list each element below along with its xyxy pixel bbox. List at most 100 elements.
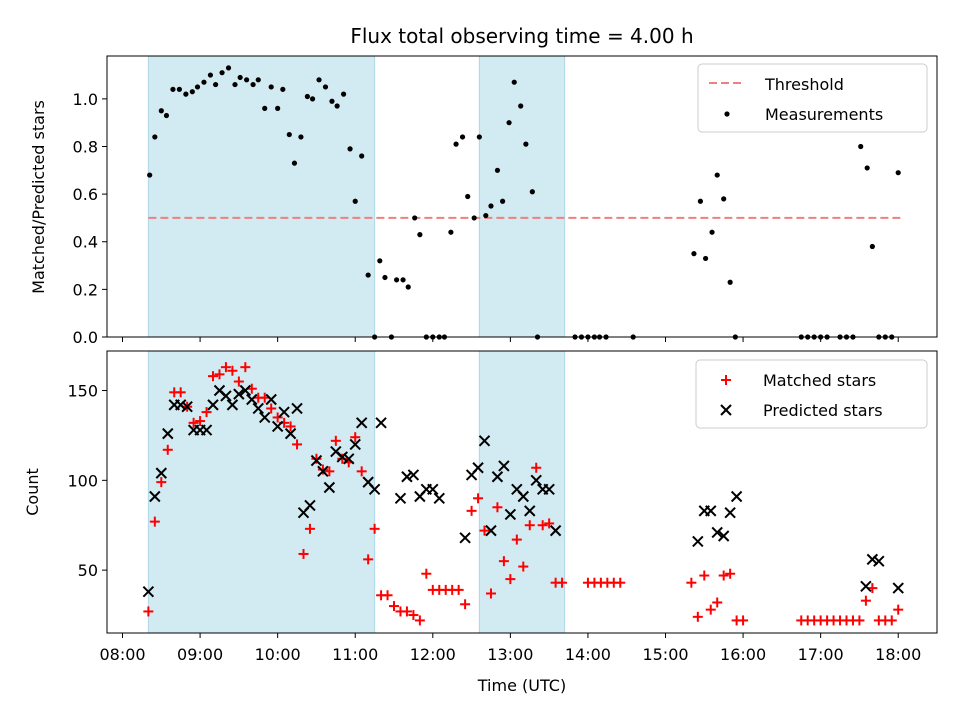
shaded-interval (147, 55, 376, 338)
predicted-star-point-b (485, 524, 497, 537)
measurement-point (147, 172, 153, 178)
measurement-point (207, 72, 214, 78)
x-tick-label: 18:00 (875, 645, 921, 664)
predicted-star-point-b (355, 417, 368, 429)
top-x-ticks (122, 337, 899, 342)
measurement-point (529, 189, 535, 195)
matched-star-point (718, 570, 729, 581)
legend-predicted-label: Predicted stars (763, 401, 883, 420)
legend-measurements-swatch (724, 111, 730, 117)
x-tick-label: 10:00 (255, 645, 301, 664)
matched-star-point (272, 412, 283, 423)
matched-star-point (473, 493, 484, 504)
measurement-point (152, 134, 158, 140)
matched-star-point (220, 362, 231, 373)
predicted-star-point (433, 492, 445, 504)
bottom-legend-box (695, 359, 928, 429)
measurement-point (895, 170, 901, 176)
predicted-star-point-b (174, 399, 187, 411)
measurement-point (268, 84, 274, 90)
chart-title: Flux total observing time = 4.00 h (350, 24, 693, 48)
top-legend-box (697, 63, 928, 133)
x-axis-label: Time (UTC) (477, 676, 566, 695)
predicted-star-point-b (543, 483, 555, 496)
matched-star-point (485, 588, 496, 599)
predicted-star-point-b (866, 553, 879, 566)
y-tick-label: 50 (78, 561, 98, 580)
matched-star-point (175, 387, 186, 398)
predicted-star-point-b (155, 467, 168, 479)
measurement-point (212, 81, 219, 88)
matched-star-point (615, 577, 626, 588)
predicted-star-point (401, 471, 413, 483)
measurement-point (304, 93, 310, 100)
matched-star-point (544, 518, 555, 529)
predicted-star-point-b (368, 483, 381, 496)
matched-star-point (886, 615, 897, 626)
predicted-star-point-b (511, 483, 523, 496)
y-tick-label: 0.8 (73, 137, 98, 156)
measurement-point (309, 96, 316, 102)
predicted-star-point-b (246, 393, 258, 406)
matched-star-point (356, 466, 367, 477)
predicted-star-point-b (472, 462, 484, 474)
matched-star-point (479, 525, 490, 536)
predicted-star-point-b (284, 427, 297, 440)
measurement-point (250, 81, 256, 88)
measurement-point (219, 70, 225, 76)
predicted-star-point (860, 580, 872, 593)
measurement-point (709, 229, 715, 235)
measurement-point (412, 215, 418, 221)
predicted-star-point-b (226, 399, 239, 411)
x-tick-label: 17:00 (798, 645, 844, 664)
measurement-point (170, 86, 176, 92)
matched-star-point (860, 595, 871, 606)
measurement-point (405, 284, 411, 290)
predicted-star-point (349, 438, 361, 451)
shaded-interval (478, 55, 566, 338)
predicted-star-point-b (711, 526, 723, 539)
predicted-star-point-b (291, 402, 303, 415)
matched-star-point (712, 597, 723, 608)
predicted-star-point (375, 417, 387, 429)
measurement-point (163, 112, 170, 119)
matched-star-point (324, 466, 335, 477)
measurement-point (194, 84, 201, 90)
predicted-star-point-b (259, 411, 271, 424)
matched-star-point (227, 365, 238, 376)
measurement-point (377, 258, 383, 264)
y-tick-label: 0.4 (73, 233, 98, 252)
predicted-star-point (246, 393, 258, 406)
matched-star-point (738, 615, 749, 626)
x-tick-label: 12:00 (410, 645, 456, 664)
predicted-star-point-b (271, 420, 284, 433)
measurement-point (417, 232, 423, 238)
matched-star-point (156, 477, 167, 488)
matched-star-point (188, 417, 199, 428)
x-tick-label: 13:00 (487, 645, 533, 664)
measurement-point (500, 198, 506, 204)
matched-star-point (460, 599, 471, 610)
measurement-point (189, 89, 195, 95)
matched-star-point (149, 516, 160, 527)
predicted-star-point (530, 474, 542, 487)
x-tick-label: 14:00 (565, 645, 611, 664)
predicted-star-point-b (310, 454, 323, 467)
measurement-point (518, 103, 524, 109)
matched-star-point (705, 604, 716, 615)
matched-stars-points (143, 362, 904, 626)
predicted-star-point-b (142, 585, 155, 598)
predicted-star-point (162, 427, 174, 440)
matched-star-point (725, 568, 736, 579)
matched-star-point (492, 502, 503, 513)
measurement-point (471, 215, 477, 221)
predicted-star-point-b (407, 469, 420, 481)
y-tick-label: 0.6 (73, 185, 98, 204)
measurement-point (523, 141, 529, 147)
measurement-point (244, 77, 250, 83)
predicted-star-point (336, 451, 349, 463)
measurement-point (858, 143, 864, 150)
matched-star-point (311, 453, 322, 464)
predicted-star-point-b (323, 481, 336, 494)
